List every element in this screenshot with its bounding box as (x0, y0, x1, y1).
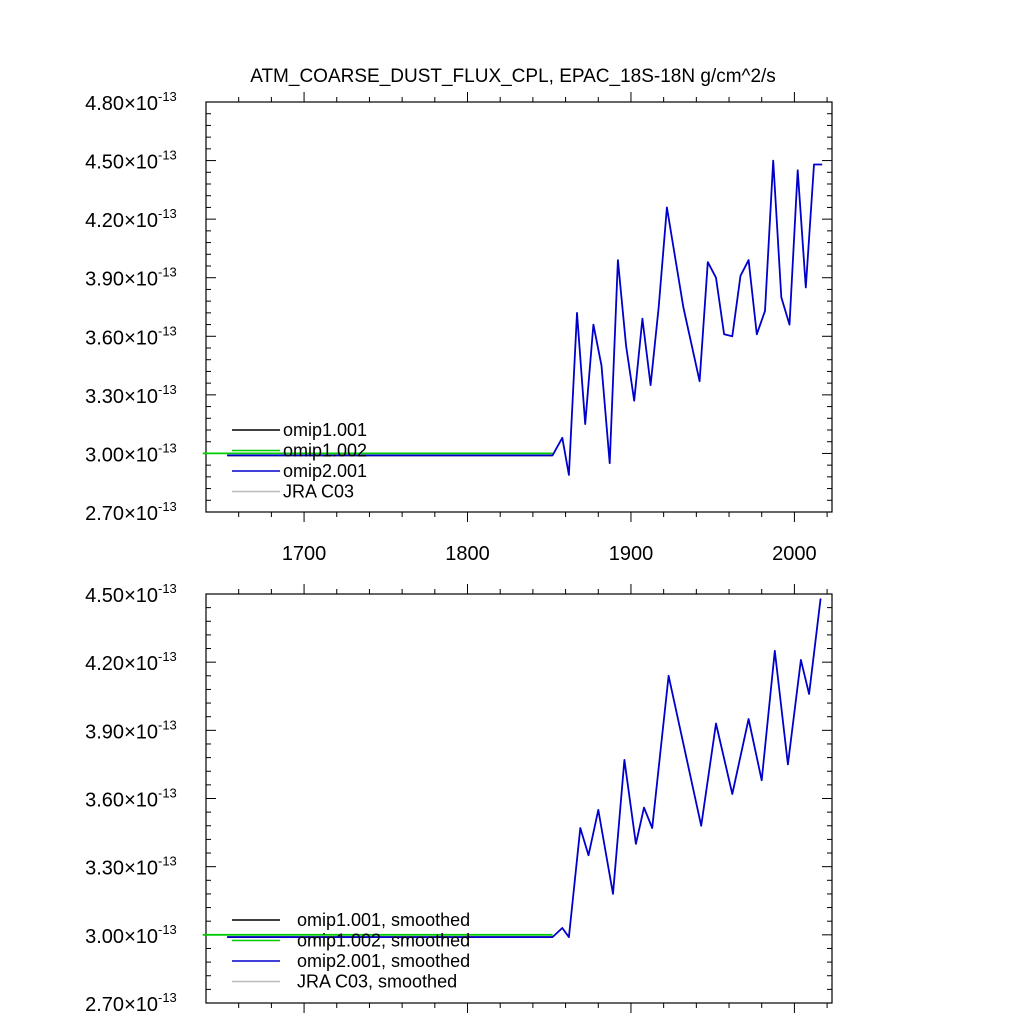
legend-label: omip2.001 (283, 461, 367, 481)
bottom-panel: 2.70×10 -133.00×10 -133.30×10 -133.60×10 -13… (85, 581, 833, 1016)
y-tick-exponent: -13 (158, 922, 177, 937)
y-tick-label: 3.30×10 (85, 386, 158, 408)
y-tick-label: 3.60×10 (85, 790, 158, 812)
chart-title: ATM_COARSE_DUST_FLUX_CPL, EPAC_18S-18N g… (250, 66, 776, 87)
series-line-omip2-001-smoothed (227, 598, 822, 938)
y-tick-label: 3.30×10 (85, 858, 158, 880)
y-tick-exponent: -13 (158, 786, 177, 801)
x-tick-label: 1700 (282, 543, 327, 565)
x-tick-label: 1900 (609, 543, 654, 565)
y-tick-exponent: -13 (158, 323, 177, 338)
legend-label: omip1.001 (283, 420, 367, 440)
legend-label: omip1.002, smoothed (297, 931, 470, 951)
y-tick-label: 4.20×10 (85, 210, 158, 232)
legend-label: omip1.001, smoothed (297, 910, 470, 930)
y-tick-exponent: -13 (158, 990, 177, 1005)
y-tick-label: 3.90×10 (85, 721, 158, 743)
y-tick-label: 3.00×10 (85, 444, 158, 466)
y-tick-label: 2.70×10 (85, 503, 158, 525)
series-line-omip2-001 (227, 159, 823, 476)
y-tick-exponent: -13 (158, 649, 177, 664)
x-tick-label: 2000 (772, 543, 817, 565)
y-tick-exponent: -13 (158, 265, 177, 280)
x-tick-label: 1800 (445, 543, 490, 565)
y-tick-label: 4.20×10 (85, 653, 158, 675)
y-tick-exponent: -13 (158, 148, 177, 163)
top-panel: 2.70×10 -133.00×10 -133.30×10 -133.60×10 -13… (85, 89, 833, 565)
y-tick-label: 4.80×10 (85, 93, 158, 115)
legend-label: omip2.001, smoothed (297, 951, 470, 971)
y-tick-label: 4.50×10 (85, 152, 158, 174)
legend-label: JRA C03, smoothed (297, 972, 457, 992)
legend-label: omip1.002 (283, 441, 367, 461)
y-tick-label: 3.90×10 (85, 269, 158, 291)
y-tick-exponent: -13 (158, 499, 177, 514)
y-tick-exponent: -13 (158, 382, 177, 397)
y-tick-exponent: -13 (158, 854, 177, 869)
y-tick-label: 3.60×10 (85, 327, 158, 349)
plot-frame (205, 101, 833, 513)
y-tick-exponent: -13 (158, 89, 177, 104)
y-tick-exponent: -13 (158, 206, 177, 221)
y-tick-label: 2.70×10 (85, 994, 158, 1016)
legend-label: JRA C03 (283, 482, 354, 502)
y-tick-label: 3.00×10 (85, 926, 158, 948)
y-tick-exponent: -13 (158, 717, 177, 732)
y-tick-label: 4.50×10 (85, 585, 158, 607)
y-tick-exponent: -13 (158, 440, 177, 455)
y-tick-exponent: -13 (158, 581, 177, 596)
